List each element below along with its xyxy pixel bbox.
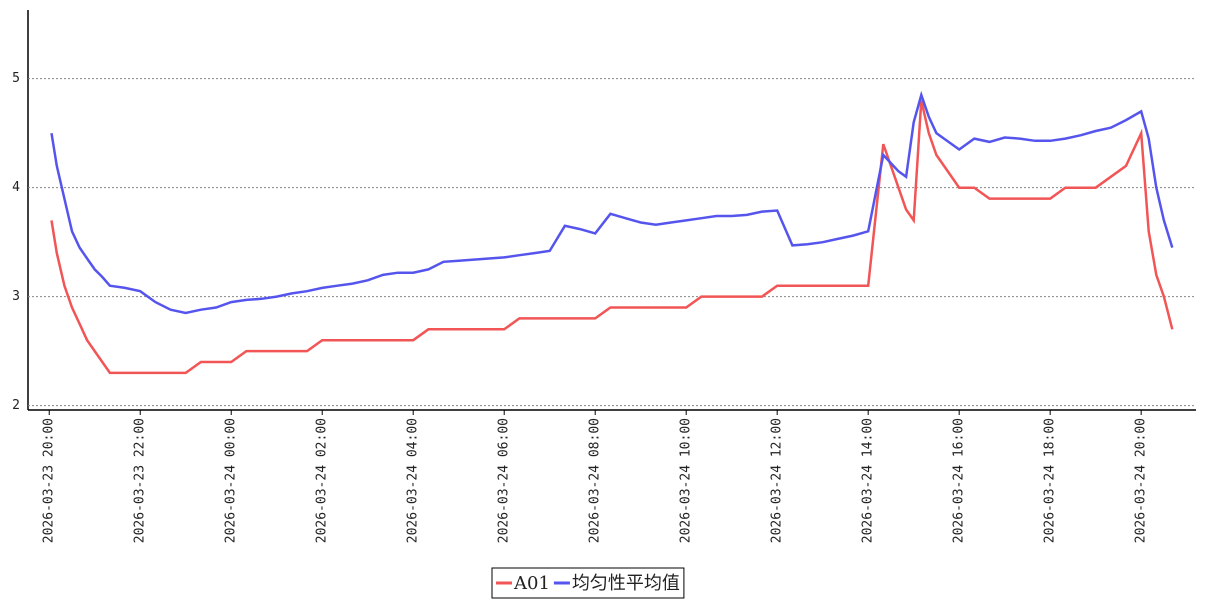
y-tick-label: 2: [12, 398, 20, 413]
x-tick-label: 2026-03-24 00:00: [224, 418, 239, 543]
series-line: [50, 90, 1174, 315]
x-tick-label: 2026-03-24 20:00: [1134, 418, 1149, 543]
legend: [491, 567, 685, 599]
x-tick-label: 2026-03-24 12:00: [770, 418, 785, 543]
x-tick-label: 2026-03-24 08:00: [588, 418, 603, 543]
x-tick-label: 2026-03-24 16:00: [952, 418, 967, 543]
x-tick-label: 2026-03-24 10:00: [679, 418, 694, 543]
x-tick-label: 2026-03-23 20:00: [42, 418, 57, 543]
x-tick-label: 2026-03-24 02:00: [315, 418, 330, 543]
y-tick-label: 3: [12, 289, 20, 304]
legend-label: 均匀性平均值: [572, 573, 680, 594]
x-tick-label: 2026-03-24 06:00: [497, 418, 512, 543]
legend-label: A01: [513, 573, 550, 594]
x-tick-label: 2026-03-24 14:00: [861, 418, 876, 543]
x-tick-label: 2026-03-24 04:00: [406, 418, 421, 543]
x-tick-label: 2026-03-23 22:00: [133, 418, 148, 543]
y-tick-label: 4: [12, 180, 20, 195]
series-line: [50, 100, 1174, 375]
y-tick-label: 5: [12, 71, 20, 86]
x-tick-label: 2026-03-24 18:00: [1043, 418, 1058, 543]
